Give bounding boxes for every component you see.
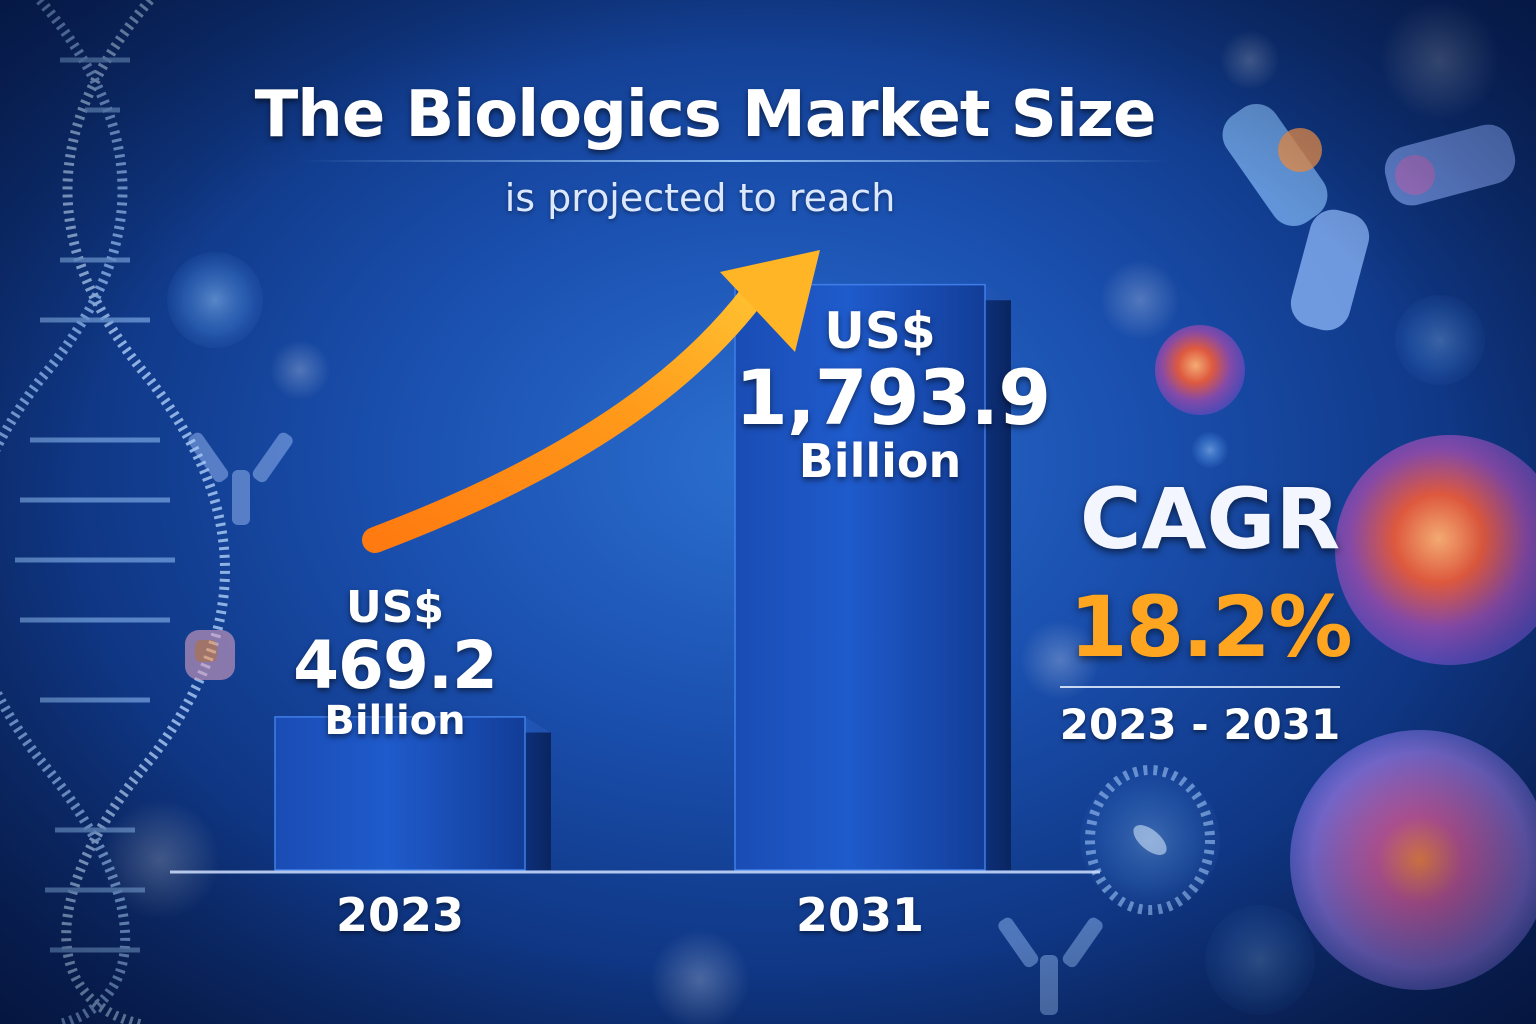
growth-arrow-icon xyxy=(362,250,820,553)
bar-front-face xyxy=(274,716,526,871)
data-label-2023: US$ 469.2 Billion xyxy=(275,582,515,745)
x-tick-label-2031: 2031 xyxy=(795,888,925,942)
bar-2031 xyxy=(734,283,1011,871)
value-label: 1,793.9 xyxy=(735,352,1051,442)
cagr-label: CAGR xyxy=(1079,470,1341,568)
page-title: The Biologics Market Size xyxy=(254,78,1157,152)
bar-side-face xyxy=(985,284,1011,871)
unit-label: Billion xyxy=(324,698,466,745)
bar-2023 xyxy=(274,716,551,871)
cagr-divider xyxy=(1060,686,1340,688)
title-divider xyxy=(300,160,1170,162)
currency-label: US$ xyxy=(345,582,445,633)
value-label: 469.2 xyxy=(293,627,498,705)
x-tick-label-2023: 2023 xyxy=(335,888,465,942)
data-label-2031: US$ 1,793.9 Billion xyxy=(735,302,1051,489)
bar-side-face xyxy=(525,716,551,870)
unit-label: Billion xyxy=(798,434,962,489)
cagr-value: 18.2% xyxy=(1069,578,1352,676)
currency-label: US$ xyxy=(824,302,936,360)
bar-front-face xyxy=(734,283,986,871)
cagr-period: 2023 - 2031 xyxy=(1059,700,1341,749)
page-subtitle: is projected to reach xyxy=(504,176,896,220)
